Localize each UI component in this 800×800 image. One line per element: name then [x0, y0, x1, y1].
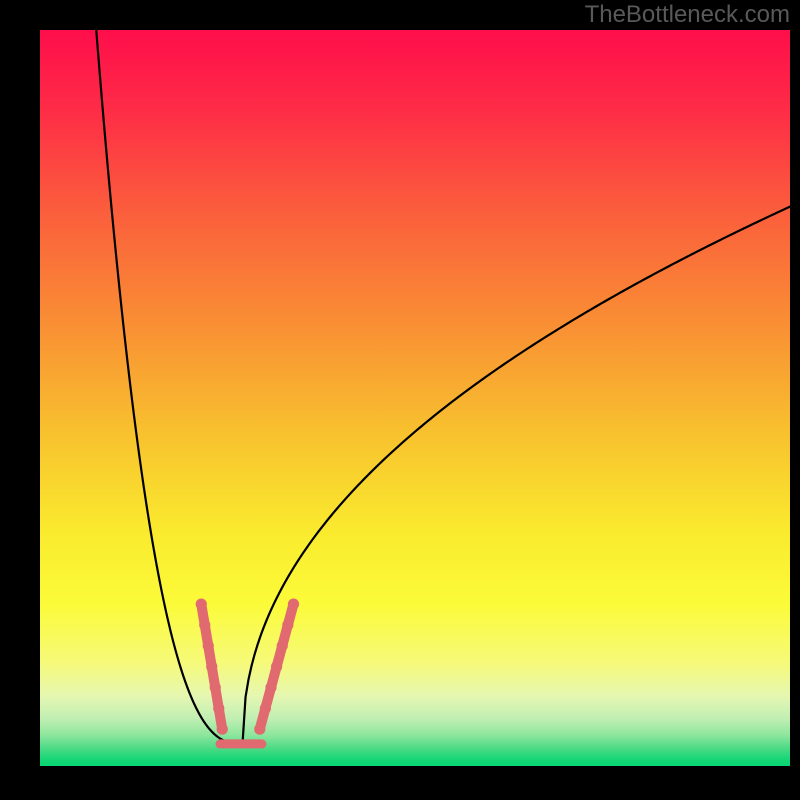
plot-svg	[40, 30, 790, 766]
plot-area	[40, 30, 790, 766]
chart-stage: TheBottleneck.com	[0, 0, 800, 800]
watermark-text: TheBottleneck.com	[585, 1, 790, 29]
gradient-background	[40, 30, 790, 766]
